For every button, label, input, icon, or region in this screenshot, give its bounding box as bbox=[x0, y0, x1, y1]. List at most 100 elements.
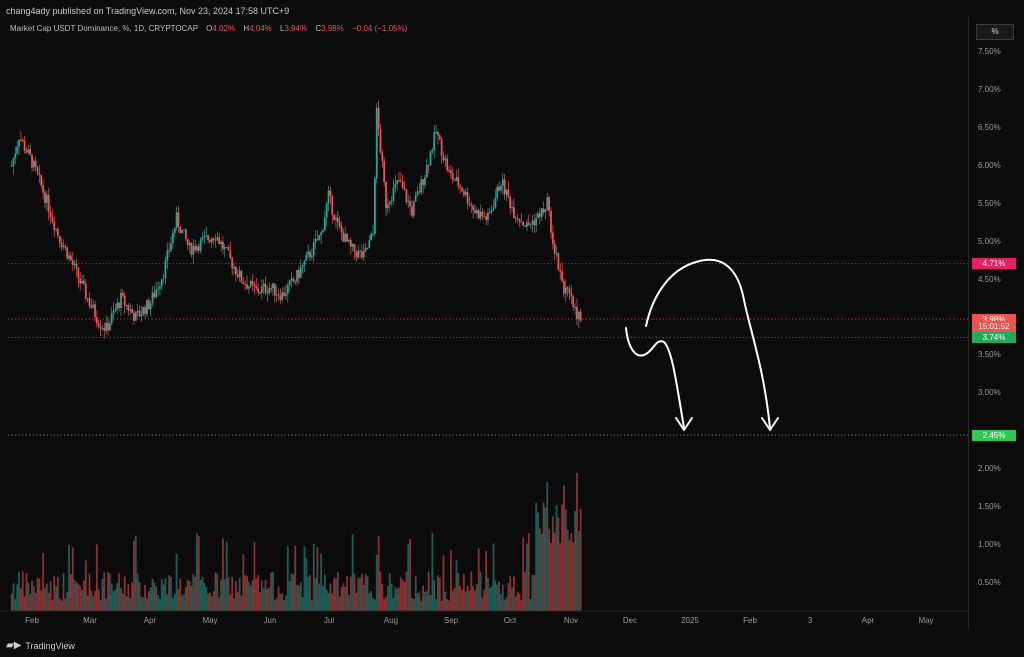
volume-bar bbox=[364, 574, 367, 611]
candle-body bbox=[136, 310, 139, 313]
volume-bar bbox=[97, 589, 100, 611]
candle-body bbox=[92, 304, 95, 308]
candle-body bbox=[531, 220, 534, 225]
candle-body bbox=[385, 181, 387, 209]
candle-body bbox=[95, 317, 98, 324]
candle-body bbox=[292, 278, 295, 282]
candle-body bbox=[418, 191, 421, 193]
volume-bar bbox=[316, 547, 319, 611]
volume-bar bbox=[14, 598, 17, 611]
time-tick-label: Sep bbox=[443, 616, 459, 625]
candle-body bbox=[210, 238, 213, 242]
volume-bar bbox=[164, 578, 167, 611]
candle-body bbox=[488, 212, 491, 214]
volume-bar bbox=[196, 533, 198, 611]
volume-bar bbox=[563, 485, 565, 611]
volume-bar bbox=[399, 576, 402, 611]
volume-bar bbox=[561, 504, 564, 611]
candle-body bbox=[134, 312, 137, 321]
volume-bar bbox=[103, 572, 106, 611]
candle-body bbox=[396, 180, 399, 184]
volume-bar bbox=[173, 593, 176, 611]
publish-header: chang4ady published on TradingView.com, … bbox=[6, 6, 290, 16]
candle-body bbox=[164, 260, 167, 279]
volume-bar bbox=[166, 594, 169, 611]
volume-bar bbox=[240, 595, 243, 611]
candle-body bbox=[522, 222, 525, 226]
volume-bar bbox=[527, 532, 530, 611]
candle-body bbox=[218, 237, 221, 245]
volume-bar bbox=[223, 579, 226, 611]
candle-body bbox=[470, 205, 473, 207]
price-level-label: 2.45% bbox=[972, 429, 1016, 441]
volume-bar bbox=[310, 600, 313, 611]
candle-body bbox=[162, 278, 165, 280]
volume-bar bbox=[379, 571, 382, 611]
candle-body bbox=[231, 257, 234, 269]
volume-bar bbox=[457, 572, 460, 611]
volume-bar bbox=[71, 547, 74, 611]
candle-body bbox=[34, 160, 37, 168]
candle-body bbox=[84, 283, 87, 299]
candle-body bbox=[466, 191, 469, 204]
volume-bar bbox=[474, 590, 476, 611]
candle-body bbox=[73, 263, 76, 265]
candle-body bbox=[131, 309, 133, 313]
volume-bar bbox=[45, 583, 48, 611]
volume-bar bbox=[548, 529, 551, 611]
volume-bar bbox=[144, 585, 146, 611]
volume-bar bbox=[501, 584, 504, 611]
price-level-label: 3.98% bbox=[972, 313, 1016, 325]
candle-body bbox=[212, 238, 215, 240]
candle-body bbox=[342, 232, 345, 242]
candle-body bbox=[514, 217, 517, 219]
volume-bar bbox=[225, 541, 228, 611]
volume-bar bbox=[51, 599, 54, 611]
volume-bar bbox=[275, 598, 278, 611]
volume-bar bbox=[262, 588, 265, 611]
volume-bar bbox=[31, 580, 33, 611]
volume-bar bbox=[459, 585, 462, 611]
volume-bar bbox=[513, 576, 515, 611]
candle-body bbox=[166, 250, 169, 261]
symbol-title[interactable]: Market Cap USDT Dominance, %, 1D, CRYPTO… bbox=[10, 24, 198, 33]
volume-bar bbox=[396, 588, 399, 611]
candle-body bbox=[464, 191, 467, 196]
candle-body bbox=[340, 226, 343, 233]
volume-bar bbox=[449, 550, 452, 611]
volume-bar bbox=[236, 591, 239, 611]
time-tick-label: Apr bbox=[861, 616, 875, 625]
candle-body bbox=[207, 235, 209, 241]
close-label: C bbox=[315, 24, 322, 33]
volume-bar bbox=[179, 578, 182, 611]
volume-bar bbox=[470, 571, 473, 611]
volume-bar bbox=[88, 573, 91, 611]
price-scale[interactable] bbox=[968, 17, 1024, 628]
drawn-arc-arrow-annotation[interactable] bbox=[645, 258, 779, 431]
candle-body bbox=[507, 189, 510, 197]
volume-bar bbox=[253, 541, 256, 611]
volume-bar bbox=[218, 597, 221, 611]
volume-bar bbox=[309, 574, 311, 611]
volume-bar bbox=[136, 573, 139, 611]
volume-bar bbox=[62, 573, 65, 611]
candle-body bbox=[277, 294, 280, 296]
candle-body bbox=[70, 255, 72, 261]
candle-body bbox=[120, 292, 122, 308]
price-tick-label: 1.00% bbox=[978, 540, 1001, 550]
candle-body bbox=[153, 292, 156, 298]
volume-bar bbox=[84, 560, 87, 611]
candle-body bbox=[568, 288, 571, 294]
candle-body bbox=[359, 250, 361, 252]
volume-bar bbox=[551, 516, 554, 611]
candle-body bbox=[336, 217, 339, 223]
candle-body bbox=[346, 233, 348, 242]
volume-bar bbox=[377, 536, 380, 611]
drawn-arrow-annotation[interactable] bbox=[625, 327, 693, 431]
candle-body bbox=[103, 328, 106, 331]
percent-scale-button[interactable]: % bbox=[976, 24, 1014, 40]
candle-body bbox=[535, 218, 538, 226]
candle-body bbox=[38, 173, 41, 176]
candle-body bbox=[201, 237, 204, 240]
